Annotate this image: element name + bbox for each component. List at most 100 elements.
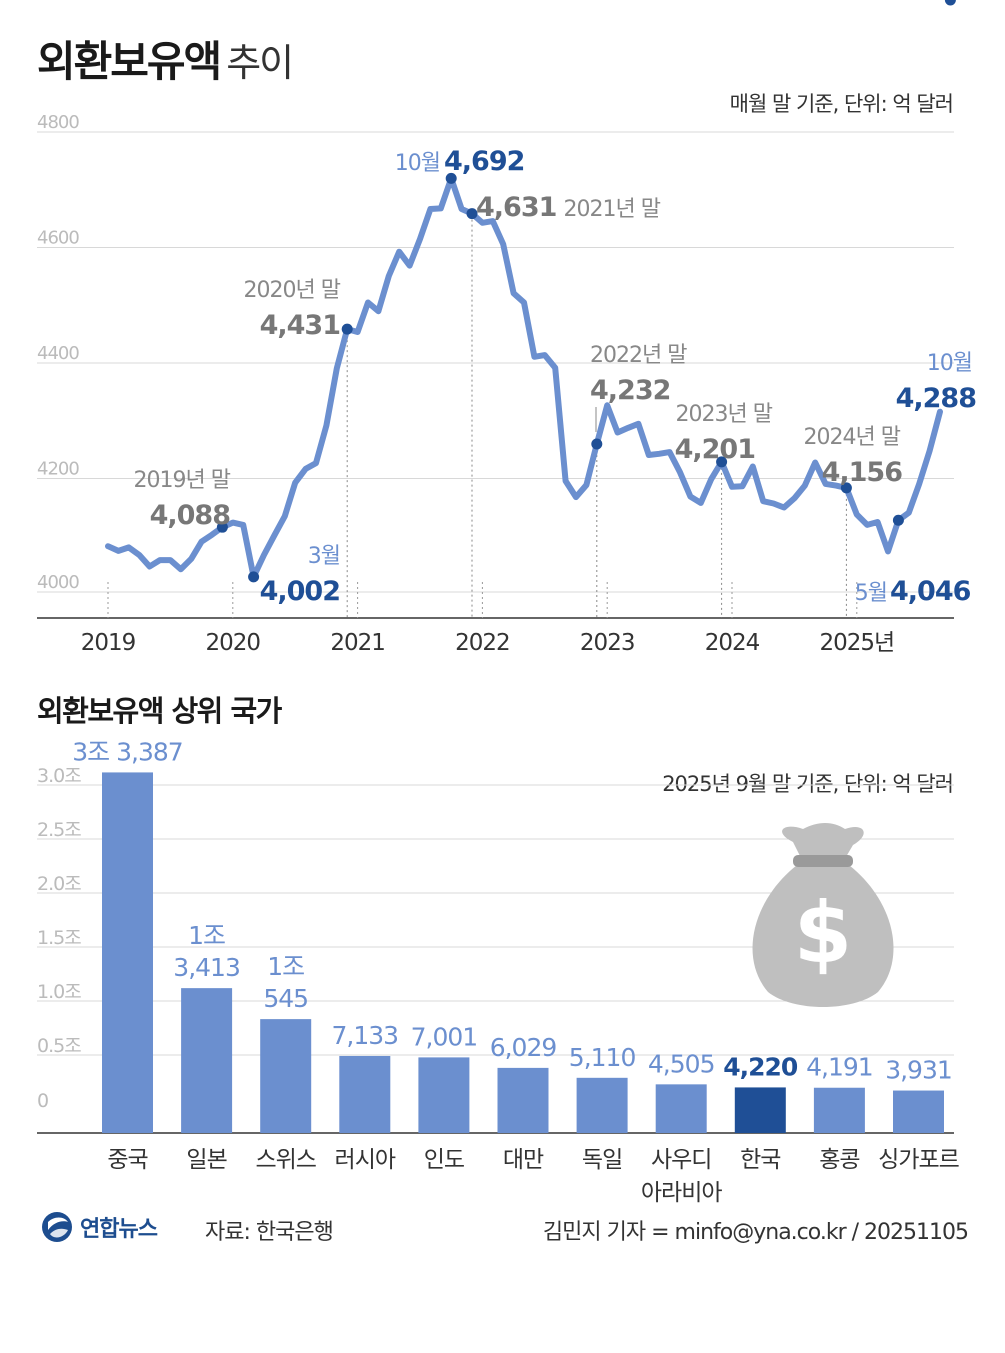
x-tick-label: 2024 [705,630,760,656]
annotation-label: 2022년 말 [590,343,687,368]
bag-tie [793,855,853,867]
annotation-dot [248,571,260,583]
yonhap-globe-icon [42,1212,72,1242]
money-bag-icon: $ [752,823,894,1007]
annotation-label: 2024년 말 [804,425,901,450]
bar-category-label: 독일 [582,1147,622,1173]
bar-y-tick-label: 2.0조 [37,873,81,895]
dollar-sign-icon: $ [794,884,852,982]
bar-y-tick-label: 1.0조 [37,981,81,1003]
bar [655,1084,707,1133]
annotation-dot [716,456,728,468]
bar-value-label: 545 [263,984,308,1013]
bar-value-label: 3조 3,387 [72,737,182,766]
annotation-value: 4,156 [822,457,903,488]
annotation-dot [445,172,457,184]
annotation-value: 4,692 [444,146,524,177]
bar-value-label: 3,931 [885,1056,952,1085]
annotation-dot [216,521,228,533]
annotation-label: 10월 [927,351,972,376]
bar [893,1090,944,1133]
annotation-dot [840,482,852,494]
bar-category-label: 대만 [503,1147,544,1173]
y-tick-label: 4400 [37,343,79,364]
annotation-dot [591,438,603,450]
bar-y-tick-label: 0 [37,1090,48,1112]
annotation-label: 2019년 말 [134,468,231,493]
bar-value-label: 6,029 [490,1033,557,1062]
bar-value-label: 4,191 [806,1053,873,1082]
bar-category-label: 인도 [424,1147,464,1173]
annotation-value: 4,201 [675,434,755,465]
bar-value-label: 3,413 [173,953,240,982]
bar-category-label: 한국 [740,1147,780,1173]
yonhap-logo: 연합뉴스 [40,1210,158,1244]
bar-y-tick-label: 0.5조 [37,1035,81,1057]
x-tick-label: 2023 [580,630,635,656]
annotation-dot [944,0,956,6]
bar-y-tick-label: 1.5조 [37,927,81,949]
annotation-dot [341,323,353,335]
annotation-label: 5월 [855,581,887,606]
annotation-value: 4,631 [476,192,556,223]
bar-value-label: 1조 [267,952,304,981]
bar [734,1087,786,1133]
line-unit-note: 매월 말 기준, 단위: 억 달러 [729,92,954,116]
x-tick-label: 2025년 [819,630,894,656]
y-tick-label: 4800 [37,112,79,133]
annotation-label: 2020년 말 [244,278,341,303]
annotation-dot [892,514,904,526]
title-sub: 추이 [226,41,294,85]
bar-value-label: 7,001 [411,1022,478,1051]
y-tick-label: 4000 [37,572,79,593]
annotation-label: 3월 [308,544,340,569]
bar-value-label: 4,220 [723,1052,798,1081]
bar [260,1019,312,1133]
reserves-line-chart: 4000 4200 4400 4600 4800 2019 2020 2021 2022 2023… [37,0,977,656]
bar [813,1087,865,1133]
bar-category-label: 싱가포르 [878,1147,959,1173]
reserves-series-line [105,175,943,580]
annotation-value: 4,232 [590,375,670,406]
bar [418,1057,470,1133]
bar-category-label: 아라비아 [641,1180,722,1206]
bar-category-label: 러시아 [335,1147,396,1173]
bar [339,1055,391,1133]
bar-y-tick-label: 3.0조 [37,765,81,787]
bar [497,1067,549,1133]
annotation-value: 4,002 [260,576,340,607]
bar [102,772,153,1133]
x-tick-label: 2019 [81,630,136,656]
x-tick-label: 2022 [455,630,510,656]
bar-value-label: 4,505 [648,1049,715,1078]
bar-chart-title: 외환보유액 상위 국가 [37,694,282,728]
y-tick-label: 4200 [37,459,79,480]
page-title: 외환보유액 추이 [37,28,294,89]
bar [181,988,233,1133]
annotation-value: 4,088 [150,500,231,531]
bar-category-label: 일본 [186,1147,226,1173]
bar-y-tick-label: 2.5조 [37,819,81,841]
y-tick-label: 4600 [37,228,79,249]
annotation-value: 4,431 [260,310,340,341]
bag-top [782,823,864,862]
x-tick-label: 2020 [206,630,261,656]
x-tick-label: 2021 [330,630,385,656]
bar-unit-note: 2025년 9월 말 기준, 단위: 억 달러 [662,772,954,796]
credit-note: 김민지 기자 = minfo@yna.co.kr / 20251105 [542,1220,969,1245]
bar-category-label: 사우디 [651,1147,711,1173]
source-note: 자료: 한국은행 [205,1220,334,1245]
bag-body [752,862,894,1007]
bar-value-label: 5,110 [569,1043,636,1072]
title-main: 외환보유액 [37,37,222,86]
annotation-label: 10월 [395,151,440,176]
bar-category-label: 스위스 [255,1147,315,1173]
bar-category-label: 홍콩 [819,1147,859,1173]
logo-text: 연합뉴스 [80,1217,158,1242]
annotation-dot [466,208,478,220]
annotation-label: 2023년 말 [676,402,773,427]
annotation-value: 4,046 [890,576,971,607]
annotation-value: 4,288 [896,383,977,414]
annotation-label: 2021년 말 [564,197,661,222]
bar-value-label: 1조 [188,921,225,950]
